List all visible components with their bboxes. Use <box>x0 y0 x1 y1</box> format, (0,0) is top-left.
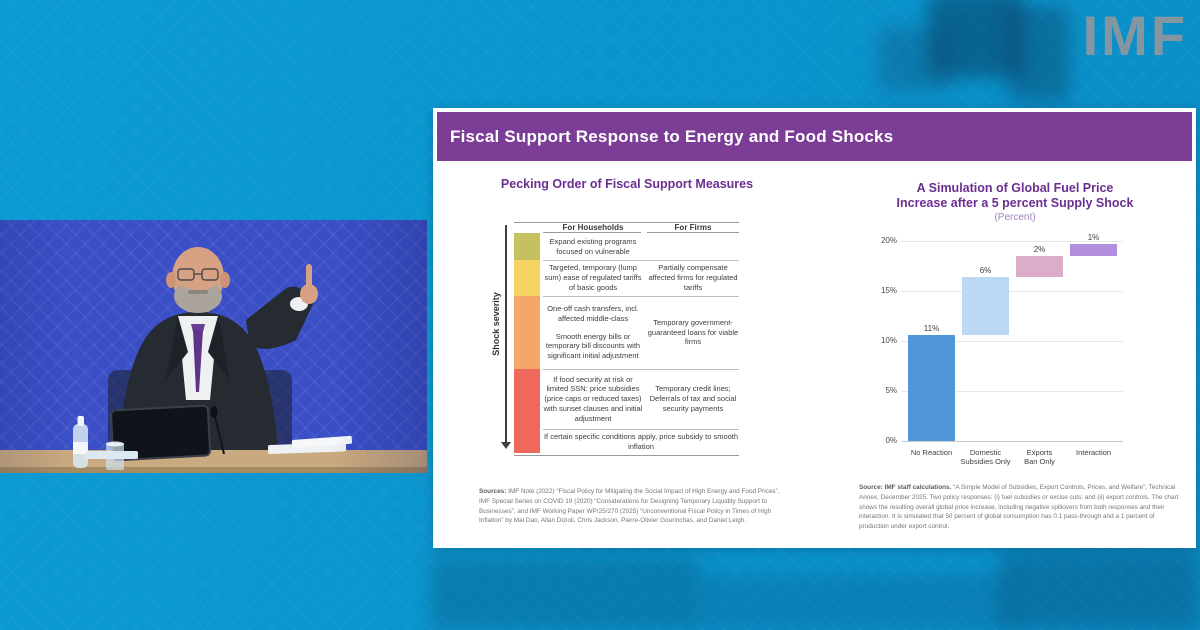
severity-block-high <box>514 296 540 369</box>
y-axis-tick: 0% <box>885 436 897 445</box>
pecking-order-title: Pecking Order of Fiscal Support Measures <box>500 177 754 191</box>
lapel <box>166 316 188 380</box>
bar-domestic-subsidies-only <box>962 277 1009 335</box>
shock-severity-axis-line <box>505 225 507 443</box>
chart-gridline <box>901 441 1123 442</box>
table-cell: Partially compensate affected firms for … <box>648 263 738 292</box>
left-sources-note: Sources: IMF Note (2022) “Fiscal Policy … <box>479 487 787 525</box>
arrow-down-icon <box>501 442 511 449</box>
tablet <box>110 404 212 462</box>
chart-title-line1: A Simulation of Global Fuel Price <box>916 181 1114 195</box>
severity-block-low <box>514 233 540 260</box>
tie <box>193 330 203 392</box>
bottle-label <box>73 442 88 454</box>
table-rule <box>514 222 739 223</box>
papers <box>291 435 353 448</box>
mustache <box>188 290 208 294</box>
face <box>175 264 221 290</box>
bar-value-label: 6% <box>979 266 992 275</box>
right-source-note: Source: IMF staff calculations. “A Simpl… <box>859 483 1183 531</box>
y-axis-tick: 20% <box>880 236 897 245</box>
table-cell: One-off cash transfers, incl. affected m… <box>543 296 643 369</box>
table-cell: Targeted, temporary (lump sum) ease of r… <box>544 263 642 292</box>
table-cell: Expand existing programs focused on vuln… <box>549 236 637 256</box>
speaker-video-inset <box>0 220 427 473</box>
table-cell: Temporary credit lines; Deferrals of tax… <box>649 384 737 413</box>
background-blur-shape <box>430 558 700 630</box>
papers <box>86 451 138 459</box>
severity-block-medium <box>514 260 540 296</box>
microphone-head <box>210 406 218 418</box>
y-axis-tick: 15% <box>880 286 897 295</box>
table-rule <box>543 296 739 297</box>
presentation-slide: Fiscal Support Response to Energy and Fo… <box>433 108 1196 548</box>
chart-gridline <box>901 291 1123 292</box>
sources-label: Sources: <box>479 488 507 496</box>
chart-gridline <box>901 341 1123 342</box>
chart-gridline <box>901 241 1123 242</box>
microphone <box>214 415 225 455</box>
bar-value-label: 2% <box>1033 245 1046 254</box>
y-axis-tick: 5% <box>885 386 897 395</box>
table-cell: Temporary government-guaranteed loans fo… <box>647 317 739 347</box>
bottle-cap <box>77 416 84 426</box>
speaker-hand <box>300 284 318 304</box>
column-header-households: For Households <box>562 223 624 232</box>
shock-severity-axis-label: Shock severity <box>491 292 501 356</box>
bar-interaction <box>1070 244 1117 256</box>
table-rule <box>543 369 739 370</box>
source-label: Source: IMF staff calculations. <box>859 484 952 492</box>
ear <box>166 272 176 288</box>
background-blur-shape <box>1008 6 1070 102</box>
ear <box>220 272 230 288</box>
table-rule <box>647 232 739 233</box>
x-axis-category: No Reaction <box>910 448 953 457</box>
imf-logo: IMF <box>1082 4 1188 67</box>
table-rule <box>514 455 739 456</box>
bar-value-label: 11% <box>923 324 940 333</box>
chart-title-line2: Increase after a 5 percent Supply Shock <box>896 196 1134 210</box>
x-axis-category: Domestic Subsidies Only <box>960 448 1011 467</box>
bar-value-label: 1% <box>1087 233 1100 242</box>
y-axis-tick: 10% <box>880 336 897 345</box>
desk-edge <box>0 467 427 473</box>
background-blur-shape <box>878 28 950 92</box>
table-cell-paragraph: Smooth energy bills or temporary bill di… <box>545 331 641 361</box>
table-rule <box>543 260 739 261</box>
severity-block-severe <box>514 369 540 453</box>
table-rule <box>543 429 739 430</box>
slide-title: Fiscal Support Response to Energy and Fo… <box>437 112 1192 161</box>
background-blur-shape <box>928 0 1023 78</box>
background-blur-shape <box>1000 552 1200 630</box>
background-blur-shape <box>700 574 1010 630</box>
speaker-scene <box>0 247 427 473</box>
glass-rim <box>106 441 124 447</box>
column-header-firms: For Firms <box>674 223 712 232</box>
chart-units-subtitle: (Percent) <box>994 212 1036 223</box>
x-axis-category: Exports Ban Only <box>1024 448 1055 467</box>
table-cell-paragraph: One-off cash transfers, incl. affected m… <box>547 304 639 323</box>
table-rule <box>543 232 641 233</box>
chart-gridline <box>901 391 1123 392</box>
sources-text: IMF Note (2022) “Fiscal Policy for Mitig… <box>479 488 780 525</box>
source-text: “A Simple Model of Subsidies, Export Con… <box>859 484 1179 530</box>
lapel <box>208 316 230 380</box>
table-cell-span: If certain specific conditions apply, pr… <box>543 432 739 451</box>
table-cell: If food security at risk or limited SSN:… <box>543 374 643 423</box>
x-axis-category: Interaction <box>1075 448 1112 457</box>
bar-exports-ban-only <box>1016 256 1063 277</box>
bar-no-reaction <box>908 335 955 441</box>
